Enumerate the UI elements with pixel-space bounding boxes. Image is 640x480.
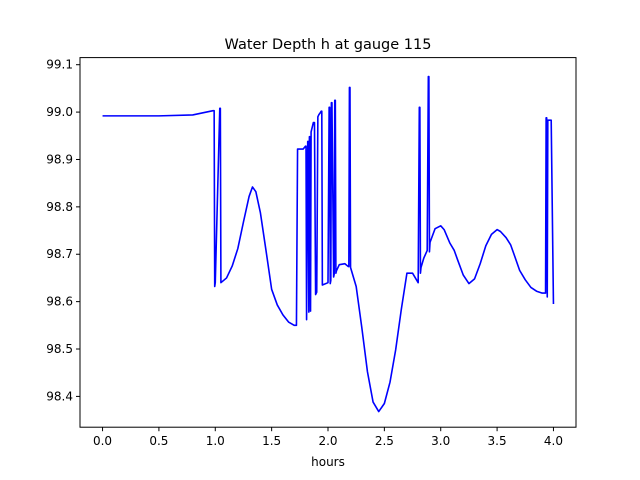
- y-tick-label: 98.8: [46, 200, 73, 214]
- x-tick-label: 2.5: [375, 434, 394, 448]
- plot-area: [102, 75, 555, 413]
- y-tick-label: 98.7: [46, 247, 73, 261]
- x-tick-label: 0.5: [149, 434, 168, 448]
- x-tick-label: 4.0: [544, 434, 563, 448]
- y-tick-label: 98.4: [46, 389, 73, 403]
- y-tick-label: 98.5: [46, 342, 73, 356]
- x-tick-label: 1.0: [206, 434, 225, 448]
- x-tick-label: 3.5: [488, 434, 507, 448]
- y-tick-label: 98.6: [46, 295, 73, 309]
- chart-title: Water Depth h at gauge 115: [225, 37, 432, 53]
- y-tick-label: 99.1: [46, 58, 73, 72]
- y-tick-label: 98.9: [46, 152, 73, 166]
- x-axis-label: hours: [311, 455, 345, 469]
- x-tick-label: 0.0: [93, 434, 112, 448]
- x-tick-label: 1.5: [262, 434, 281, 448]
- x-axis: 0.0 0.5 1.0 1.5 2.0 2.5 3.0 3.5 4.0: [93, 427, 563, 448]
- x-tick-label: 3.0: [431, 434, 450, 448]
- y-tick-label: 99.0: [46, 105, 73, 119]
- x-tick-label: 2.0: [318, 434, 337, 448]
- series-line-0: [102, 75, 555, 413]
- y-axis: 98.4 98.5 98.6 98.7 98.8 98.9 99.0 99.1: [46, 58, 80, 403]
